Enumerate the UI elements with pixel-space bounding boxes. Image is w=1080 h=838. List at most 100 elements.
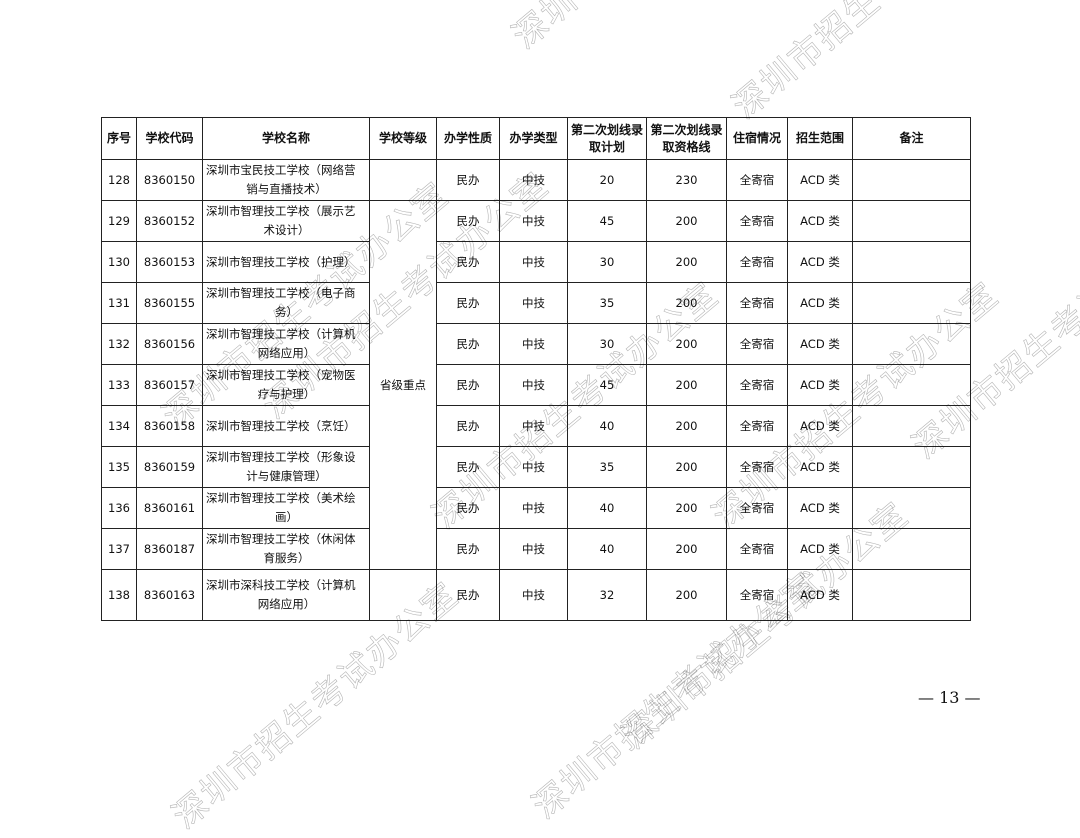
admission-score-cell: 200 (646, 528, 727, 570)
school-name-cell: 深圳市智理技工学校（休闲体 育服务） (202, 528, 370, 570)
admission-score-cell: 200 (646, 405, 727, 447)
school-level-cell (369, 159, 437, 201)
column-header: 第二次划线录取资格线 (646, 117, 727, 160)
school-level-cell (369, 569, 437, 621)
school-nature-cell: 民办 (436, 487, 500, 529)
admission-plan-cell: 35 (567, 446, 647, 488)
table-row: 134 8360158 深圳市智理技工学校（烹饪） 民办 中技 40 200 全寄宿 ACD 类 (101, 405, 971, 447)
school-code-cell: 8360159 (136, 446, 203, 488)
school-code-cell: 8360187 (136, 528, 203, 570)
note-cell (852, 282, 971, 324)
enrollment-range-cell: ACD 类 (787, 487, 853, 529)
table-row: 128 8360150 深圳市宝民技工学校（网络营 销与直播技术） 民办 中技 20 230 全… (101, 159, 971, 201)
note-cell (852, 200, 971, 242)
row-number-cell: 129 (101, 200, 137, 242)
school-name-cell: 深圳市深科技工学校（计算机网络应用） (202, 569, 370, 621)
admission-plan-cell: 30 (567, 241, 647, 283)
school-name-line1: 深圳市深科技工学校（计算机 (206, 578, 356, 592)
school-nature-cell: 民办 (436, 200, 500, 242)
table-row: 135 8360159 深圳市智理技工学校（形象设 计与健康管理） 民办 中技 35 200 全… (101, 446, 971, 488)
enrollment-range-cell: ACD 类 (787, 364, 853, 406)
school-type-cell: 中技 (499, 528, 568, 570)
table-row: 133 8360157 深圳市智理技工学校（宠物医 疗与护理） 民办 中技 45 200 全寄宿… (101, 364, 971, 406)
school-name-line2: 网络应用） (257, 597, 316, 611)
school-name-line1: 深圳市智理技工学校（计算机 (206, 327, 356, 341)
row-number-cell: 132 (101, 323, 137, 365)
admission-plan-cell: 20 (567, 159, 647, 201)
watermark-text: 深圳市招生考试办公室 (720, 0, 1027, 128)
admission-plan-cell: 45 (567, 200, 647, 242)
enrollment-range-cell: ACD 类 (787, 323, 853, 365)
admission-score-cell: 200 (646, 200, 727, 242)
lodging-cell: 全寄宿 (726, 159, 788, 201)
enrollment-range-cell: ACD 类 (787, 569, 853, 621)
enrollment-range-cell: ACD 类 (787, 528, 853, 570)
enrollment-range-cell: ACD 类 (787, 446, 853, 488)
row-number-cell: 128 (101, 159, 137, 201)
school-name-cell: 深圳市智理技工学校（展示艺 术设计） (202, 200, 370, 242)
column-header: 办学类型 (499, 117, 568, 160)
school-code-cell: 8360152 (136, 200, 203, 242)
school-nature-cell: 民办 (436, 446, 500, 488)
row-number-cell: 138 (101, 569, 137, 621)
school-code-cell: 8360158 (136, 405, 203, 447)
note-cell (852, 323, 971, 365)
school-name-line1: 深圳市智理技工学校（形象设 (206, 450, 356, 464)
school-name-cell: 深圳市智理技工学校（美术绘画） (202, 487, 370, 529)
enrollment-range-cell: ACD 类 (787, 405, 853, 447)
lodging-cell: 全寄宿 (726, 446, 788, 488)
school-type-cell: 中技 (499, 487, 568, 529)
enrollment-range-cell: ACD 类 (787, 241, 853, 283)
school-type-cell: 中技 (499, 446, 568, 488)
school-type-cell: 中技 (499, 200, 568, 242)
school-type-cell: 中技 (499, 364, 568, 406)
row-number-cell: 137 (101, 528, 137, 570)
school-name-line1: 深圳市智理技工学校（展示艺 (206, 204, 356, 218)
admission-plan-cell: 35 (567, 282, 647, 324)
table-row: 138 8360163 深圳市深科技工学校（计算机 网络应用） 民办 中技 32 200 全寄宿… (101, 569, 971, 621)
table-row: 136 8360161 深圳市智理技工学校（美术绘 画） 民办 中技 40 200 全寄宿 ACD… (101, 487, 971, 529)
school-nature-cell: 民办 (436, 569, 500, 621)
school-code-cell: 8360163 (136, 569, 203, 621)
school-name-line2: 画） (275, 510, 298, 524)
school-name-line1: 深圳市智理技工学校（电子商 (206, 286, 356, 300)
school-nature-cell: 民办 (436, 323, 500, 365)
table-row: 130 8360153 深圳市智理技工学校（护理） 民办 中技 30 200 全寄宿 ACD 类 (101, 241, 971, 283)
note-cell (852, 159, 971, 201)
enrollment-range-cell: ACD 类 (787, 282, 853, 324)
school-name-line1: 深圳市智理技工学校（美术绘 (206, 491, 356, 505)
table-row: 129 8360152 深圳市智理技工学校（展示艺 术设计） 省级重点 民办 中技 45 200… (101, 200, 971, 570)
admission-plan-cell: 40 (567, 487, 647, 529)
page-number: — 13 — (918, 688, 981, 707)
school-nature-cell: 民办 (436, 282, 500, 324)
lodging-cell: 全寄宿 (726, 323, 788, 365)
school-name-cell: 深圳市智理技工学校（电子商 务） (202, 282, 370, 324)
table-row: 137 8360187 深圳市智理技工学校（休闲体 育服务） 民办 中技 40 200 全寄宿 A… (101, 528, 971, 570)
row-number-cell: 135 (101, 446, 137, 488)
school-name-cell: 深圳市智理技工学校（计算机 网络应用） (202, 323, 370, 365)
admission-score-cell: 200 (646, 364, 727, 406)
school-name-cell: 深圳市宝民技工学校（网络营 销与直播技术） (202, 159, 370, 201)
column-header: 序号 (101, 117, 137, 160)
enrollment-range-cell: ACD 类 (787, 159, 853, 201)
school-name-cell: 深圳市智理技工学校（宠物医 疗与护理） (202, 364, 370, 406)
lodging-cell: 全寄宿 (726, 241, 788, 283)
admission-score-cell: 200 (646, 569, 727, 621)
school-name-line2: 计与健康管理） (246, 469, 327, 483)
school-code-cell: 8360161 (136, 487, 203, 529)
school-nature-cell: 民办 (436, 241, 500, 283)
admission-score-cell: 200 (646, 282, 727, 324)
school-type-cell: 中技 (499, 159, 568, 201)
enrollment-range-cell: ACD 类 (787, 200, 853, 242)
lodging-cell: 全寄宿 (726, 200, 788, 242)
column-header: 第二次划线录取计划 (567, 117, 647, 160)
school-code-cell: 8360153 (136, 241, 203, 283)
column-header: 备注 (852, 117, 971, 160)
table-row: 131 8360155 深圳市智理技工学校（电子商 务） 民办 中技 35 200 全寄宿 ACD… (101, 282, 971, 324)
school-nature-cell: 民办 (436, 364, 500, 406)
school-name-line2: 疗与护理） (257, 387, 316, 401)
admission-plan-cell: 40 (567, 528, 647, 570)
school-name-line1: 深圳市智理技工学校（休闲体 (206, 532, 356, 546)
school-nature-cell: 民办 (436, 405, 500, 447)
row-number-cell: 131 (101, 282, 137, 324)
